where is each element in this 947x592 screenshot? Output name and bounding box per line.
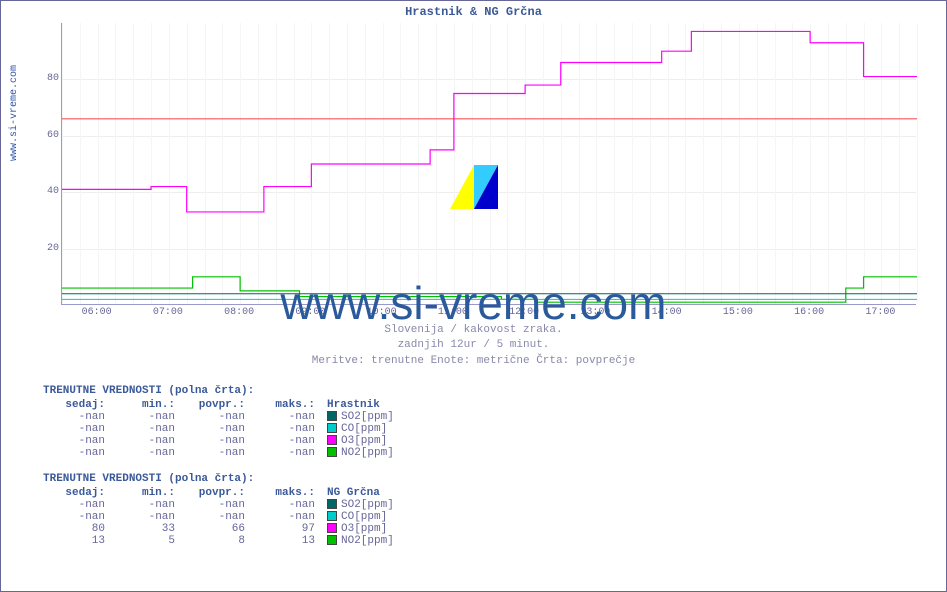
table-cell: 33	[113, 523, 183, 535]
table-row: -nan-nan-nan-nanNO2[ppm]	[43, 447, 463, 459]
table-row: -nan-nan-nan-nanCO[ppm]	[43, 423, 463, 435]
xtick-label: 07:00	[153, 307, 183, 318]
table-label-cell: CO[ppm]	[323, 511, 463, 523]
legend-swatch-icon	[327, 499, 337, 509]
xtick-label: 14:00	[652, 307, 682, 318]
table-cell: -nan	[113, 447, 183, 459]
table-label-cell: SO2[ppm]	[323, 499, 463, 511]
xtick-label: 12:00	[509, 307, 539, 318]
table-cell: 13	[253, 535, 323, 547]
xtick-label: 15:00	[723, 307, 753, 318]
table-row: -nan-nan-nan-nanSO2[ppm]	[43, 411, 463, 423]
table-cell: 80	[43, 523, 113, 535]
table-cell: -nan	[183, 411, 253, 423]
table-cell: -nan	[253, 423, 323, 435]
table-cell: -nan	[253, 411, 323, 423]
table-cell: 8	[183, 535, 253, 547]
table-cell: -nan	[113, 411, 183, 423]
xtick-label: 06:00	[82, 307, 112, 318]
table-cell: -nan	[43, 411, 113, 423]
table-cell: -nan	[253, 511, 323, 523]
table-cell: 5	[113, 535, 183, 547]
table-cell: -nan	[183, 447, 253, 459]
ylabel-left: www.si-vreme.com	[9, 65, 20, 161]
table-cell: -nan	[113, 511, 183, 523]
subtitle: Slovenija / kakovost zraka. zadnjih 12ur…	[1, 323, 946, 369]
xtick-label: 10:00	[367, 307, 397, 318]
table-header-cell: sedaj:	[43, 487, 113, 499]
table-cell: -nan	[253, 499, 323, 511]
xtick-label: 08:00	[224, 307, 254, 318]
series-svg	[62, 23, 916, 304]
table-header-cell: maks.:	[253, 487, 323, 499]
table-header-cell: sedaj:	[43, 399, 113, 411]
table-cell: -nan	[253, 435, 323, 447]
table-cell: -nan	[43, 447, 113, 459]
legend-swatch-icon	[327, 523, 337, 533]
table-title: TRENUTNE VREDNOSTI (polna črta):	[43, 473, 463, 485]
table-cell: 66	[183, 523, 253, 535]
data-table: TRENUTNE VREDNOSTI (polna črta): sedaj:mi…	[43, 473, 463, 547]
table-header-cell: min.:	[113, 487, 183, 499]
table-row: 135813NO2[ppm]	[43, 535, 463, 547]
table-header-cell: povpr.:	[183, 399, 253, 411]
subtitle-line-1: zadnjih 12ur / 5 minut.	[398, 339, 550, 351]
table-header-cell: min.:	[113, 399, 183, 411]
subtitle-line-2: Meritve: trenutne Enote: metrične Črta: …	[312, 355, 635, 367]
table-label-cell: NO2[ppm]	[323, 447, 463, 459]
table-header-cell: povpr.:	[183, 487, 253, 499]
table-cell: -nan	[113, 423, 183, 435]
table-location: NG Grčna	[323, 487, 463, 499]
ytick-label: 60	[39, 130, 59, 141]
table-row: -nan-nan-nan-nanSO2[ppm]	[43, 499, 463, 511]
table-title: TRENUTNE VREDNOSTI (polna črta):	[43, 385, 463, 397]
legend-swatch-icon	[327, 435, 337, 445]
legend-swatch-icon	[327, 411, 337, 421]
xtick-label: 09:00	[295, 307, 325, 318]
ytick-label: 80	[39, 73, 59, 84]
table-cell: -nan	[113, 499, 183, 511]
xtick-label: 16:00	[794, 307, 824, 318]
chart-title: Hrastnik & NG Grčna	[1, 1, 946, 21]
table-cell: -nan	[183, 499, 253, 511]
table-row: -nan-nan-nan-nanO3[ppm]	[43, 435, 463, 447]
table-label-cell: SO2[ppm]	[323, 411, 463, 423]
data-tables: TRENUTNE VREDNOSTI (polna črta):sedaj:mi…	[43, 385, 463, 561]
xtick-label: 11:00	[438, 307, 468, 318]
table-cell: -nan	[183, 511, 253, 523]
xtick-label: 17:00	[865, 307, 895, 318]
table-label-cell: O3[ppm]	[323, 523, 463, 535]
table-cell: -nan	[253, 447, 323, 459]
table-label-cell: O3[ppm]	[323, 435, 463, 447]
table-cell: -nan	[43, 423, 113, 435]
legend-swatch-icon	[327, 423, 337, 433]
table-cell: 97	[253, 523, 323, 535]
legend-swatch-icon	[327, 447, 337, 457]
table-cell: -nan	[113, 435, 183, 447]
table-cell: -nan	[43, 511, 113, 523]
legend-swatch-icon	[327, 511, 337, 521]
table-label-cell: CO[ppm]	[323, 423, 463, 435]
data-table: TRENUTNE VREDNOSTI (polna črta): sedaj:mi…	[43, 385, 463, 459]
table-cell: -nan	[183, 423, 253, 435]
ytick-label: 40	[39, 186, 59, 197]
legend-swatch-icon	[327, 535, 337, 545]
table-label-cell: NO2[ppm]	[323, 535, 463, 547]
table-cell: -nan	[43, 435, 113, 447]
series-O3	[62, 31, 917, 211]
xtick-label: 13:00	[580, 307, 610, 318]
table-location: Hrastnik	[323, 399, 463, 411]
table-cell: -nan	[43, 499, 113, 511]
table-cell: 13	[43, 535, 113, 547]
table-cell: -nan	[183, 435, 253, 447]
plot-area	[61, 23, 916, 305]
series-NO2	[62, 277, 917, 302]
chart-frame: Hrastnik & NG Grčna www.si-vreme.com 20 4…	[0, 0, 947, 592]
ytick-label: 20	[39, 243, 59, 254]
table-row: 80336697O3[ppm]	[43, 523, 463, 535]
subtitle-line-0: Slovenija / kakovost zraka.	[384, 324, 562, 336]
table-row: -nan-nan-nan-nanCO[ppm]	[43, 511, 463, 523]
table-header-cell: maks.:	[253, 399, 323, 411]
